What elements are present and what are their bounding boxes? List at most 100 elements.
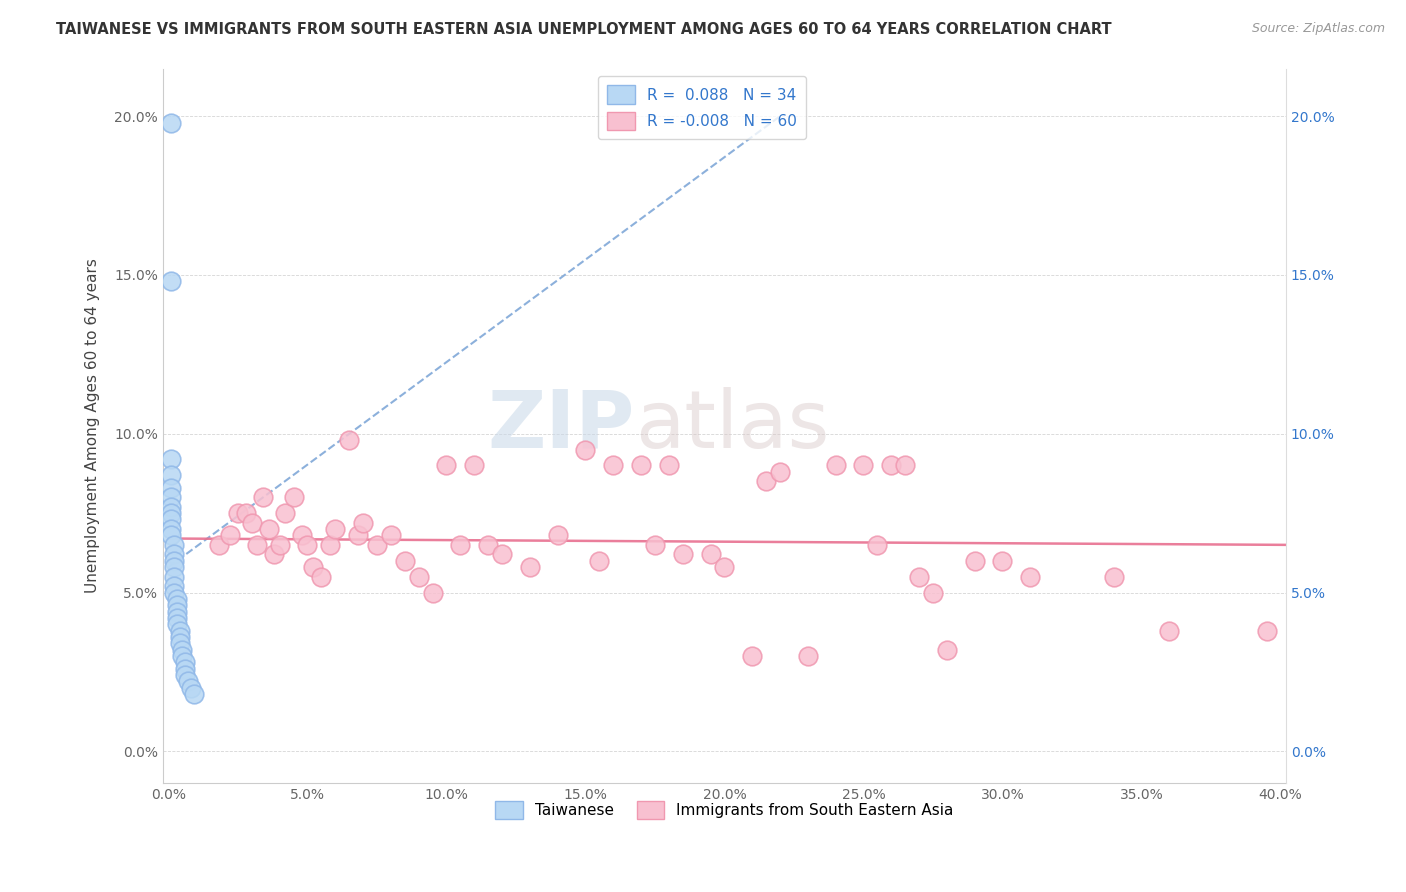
Point <box>163 554 186 568</box>
Point <box>163 538 186 552</box>
Point <box>291 528 314 542</box>
Point <box>346 528 368 542</box>
Point <box>166 611 188 625</box>
Point <box>394 554 416 568</box>
Point <box>1256 624 1278 638</box>
Point <box>283 490 305 504</box>
Point <box>574 442 596 457</box>
Point <box>449 538 471 552</box>
Point <box>824 458 846 473</box>
Point <box>741 648 763 663</box>
Point <box>380 528 402 542</box>
Point <box>160 274 183 288</box>
Point <box>491 548 513 562</box>
Point <box>797 648 820 663</box>
Legend: Taiwanese, Immigrants from South Eastern Asia: Taiwanese, Immigrants from South Eastern… <box>489 795 960 825</box>
Point <box>408 569 430 583</box>
Point <box>866 538 889 552</box>
Text: atlas: atlas <box>634 387 830 465</box>
Text: ZIP: ZIP <box>488 387 634 465</box>
Point <box>163 548 186 562</box>
Point <box>699 548 721 562</box>
Point <box>991 554 1014 568</box>
Point <box>630 458 652 473</box>
Point <box>588 554 610 568</box>
Point <box>935 642 957 657</box>
Point <box>337 433 360 447</box>
Point <box>163 579 186 593</box>
Point <box>463 458 485 473</box>
Point <box>160 512 183 526</box>
Point <box>172 648 194 663</box>
Point <box>352 516 374 530</box>
Point <box>160 528 183 542</box>
Point <box>166 605 188 619</box>
Point <box>1159 624 1181 638</box>
Point <box>163 569 186 583</box>
Point <box>263 548 285 562</box>
Point <box>477 538 499 552</box>
Point <box>880 458 903 473</box>
Point <box>160 115 183 129</box>
Point <box>166 598 188 612</box>
Point <box>160 468 183 483</box>
Point <box>713 560 735 574</box>
Point <box>174 662 197 676</box>
Point <box>319 538 342 552</box>
Point <box>852 458 875 473</box>
Point <box>169 636 191 650</box>
Point <box>302 560 325 574</box>
Point <box>547 528 569 542</box>
Point <box>257 522 280 536</box>
Point <box>297 538 319 552</box>
Point <box>183 687 205 701</box>
Point <box>672 548 695 562</box>
Point <box>235 506 257 520</box>
Point <box>922 585 945 599</box>
Point <box>908 569 931 583</box>
Point <box>174 656 197 670</box>
Point <box>269 538 291 552</box>
Point <box>519 560 541 574</box>
Point <box>644 538 666 552</box>
Point <box>274 506 297 520</box>
Point <box>422 585 444 599</box>
Point <box>602 458 624 473</box>
Point <box>252 490 274 504</box>
Point <box>163 585 186 599</box>
Point <box>160 490 183 504</box>
Point <box>963 554 986 568</box>
Point <box>180 681 202 695</box>
Point <box>311 569 333 583</box>
Point <box>174 668 197 682</box>
Point <box>160 506 183 520</box>
Point <box>207 538 229 552</box>
Point <box>218 528 240 542</box>
Point <box>894 458 917 473</box>
Point <box>169 630 191 644</box>
Point <box>177 674 200 689</box>
Point <box>160 452 183 467</box>
Point <box>160 481 183 495</box>
Y-axis label: Unemployment Among Ages 60 to 64 years: Unemployment Among Ages 60 to 64 years <box>86 259 100 593</box>
Point <box>160 500 183 514</box>
Point <box>169 624 191 638</box>
Point <box>769 465 792 479</box>
Text: TAIWANESE VS IMMIGRANTS FROM SOUTH EASTERN ASIA UNEMPLOYMENT AMONG AGES 60 TO 64: TAIWANESE VS IMMIGRANTS FROM SOUTH EASTE… <box>56 22 1112 37</box>
Text: Source: ZipAtlas.com: Source: ZipAtlas.com <box>1251 22 1385 36</box>
Point <box>755 475 778 489</box>
Point <box>323 522 346 536</box>
Point <box>240 516 263 530</box>
Point <box>1102 569 1125 583</box>
Point <box>166 591 188 606</box>
Point <box>246 538 269 552</box>
Point <box>160 522 183 536</box>
Point <box>366 538 388 552</box>
Point <box>658 458 681 473</box>
Point <box>226 506 249 520</box>
Point <box>163 560 186 574</box>
Point <box>436 458 458 473</box>
Point <box>172 642 194 657</box>
Point <box>166 617 188 632</box>
Point <box>1019 569 1042 583</box>
